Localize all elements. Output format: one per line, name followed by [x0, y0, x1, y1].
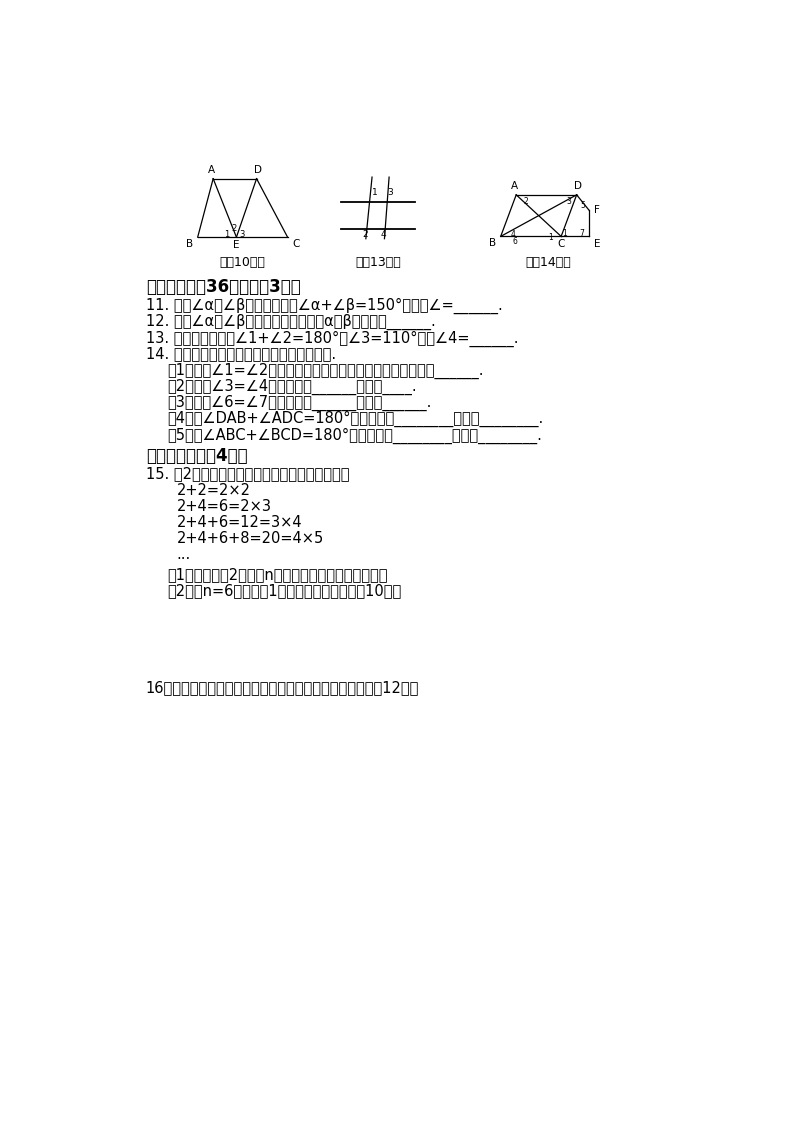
Text: （1）请推测从2开始，n个连续偶数相加，和是多少？: （1）请推测从2开始，n个连续偶数相加，和是多少？: [168, 567, 388, 582]
Text: 1: 1: [548, 234, 553, 243]
Text: 1: 1: [372, 188, 377, 197]
Text: 15. 从2开始，连续的偶数相加，和的情况如下：: 15. 从2开始，连续的偶数相加，和的情况如下：: [146, 467, 349, 482]
Text: C: C: [557, 239, 565, 249]
Text: 12. 如果∠α和∠β的两边分别平行，则α和β的关系是______.: 12. 如果∠α和∠β的两边分别平行，则α和β的关系是______.: [146, 314, 435, 330]
Text: （第14题）: （第14题）: [526, 256, 572, 270]
Text: 16．证明：两条平行线的同旁内角的角平行线互相垂直．（12分）: 16．证明：两条平行线的同旁内角的角平行线互相垂直．（12分）: [146, 679, 419, 695]
Text: 2+4=6=2×3: 2+4=6=2×3: [177, 499, 272, 514]
Text: 4: 4: [511, 230, 515, 239]
Text: 6: 6: [512, 237, 517, 246]
Text: E: E: [233, 240, 240, 250]
Text: 二、填空题（36分，每穰3分）: 二、填空题（36分，每穰3分）: [146, 279, 300, 296]
Text: A: A: [511, 181, 518, 191]
Text: （4）若∠DAB+∠ADC=180°，那么根据________，可得________.: （4）若∠DAB+∠ADC=180°，那么根据________，可得______…: [168, 411, 544, 428]
Text: （3）如果∠6=∠7，那么根据______，可得______.: （3）如果∠6=∠7，那么根据______，可得______.: [168, 395, 432, 411]
Text: D: D: [254, 165, 262, 175]
Text: D: D: [574, 181, 582, 191]
Text: 3: 3: [387, 188, 394, 197]
Text: F: F: [594, 206, 599, 216]
Text: （2）取n=6，验证（1）的结论是否正确？（10分）: （2）取n=6，验证（1）的结论是否正确？（10分）: [168, 583, 402, 597]
Text: 1: 1: [563, 229, 568, 238]
Text: 3: 3: [566, 198, 572, 207]
Text: A: A: [208, 165, 215, 175]
Text: B: B: [186, 239, 193, 248]
Text: （1）如果∠1=∠2，那么根据内错角相等，两直线平行，可得______.: （1）如果∠1=∠2，那么根据内错角相等，两直线平行，可得______.: [168, 363, 484, 378]
Text: 1: 1: [224, 229, 229, 238]
Text: ...: ...: [177, 548, 191, 563]
Text: 2: 2: [232, 225, 237, 234]
Text: 5: 5: [580, 201, 585, 210]
Text: 7: 7: [579, 229, 584, 238]
Text: 2+4+6+8=20=4×5: 2+4+6+8=20=4×5: [177, 531, 324, 546]
Text: 3: 3: [239, 229, 245, 238]
Text: 2+4+6=12=3×4: 2+4+6=12=3×4: [177, 515, 303, 530]
Text: 13. 如图所示，已知∠1+∠2=180°，∠3=110°，则∠4=______.: 13. 如图所示，已知∠1+∠2=180°，∠3=110°，则∠4=______…: [146, 330, 518, 347]
Text: （第13题）: （第13题）: [356, 256, 401, 270]
Text: 4: 4: [380, 229, 386, 238]
Text: B: B: [489, 238, 496, 248]
Text: 三、解答题（共4分）: 三、解答题（共4分）: [146, 447, 248, 465]
Text: C: C: [292, 239, 299, 248]
Text: 14. 如图所示，根据题意可识别哪两直线平行.: 14. 如图所示，根据题意可识别哪两直线平行.: [146, 347, 336, 362]
Text: 2: 2: [362, 229, 368, 238]
Text: E: E: [594, 239, 600, 249]
Text: 2: 2: [523, 198, 528, 207]
Text: （第10题）: （第10题）: [220, 256, 265, 270]
Text: 2+2=2×2: 2+2=2×2: [177, 483, 251, 497]
Text: （5）若∠ABC+∠BCD=180°，那么根据________，可得________.: （5）若∠ABC+∠BCD=180°，那么根据________，可得______…: [168, 428, 542, 444]
Text: （2）如果∠3=∠4，那么根据______，可得____.: （2）如果∠3=∠4，那么根据______，可得____.: [168, 378, 417, 395]
Text: 11. 已知∠α与∠β是对顶角，且∠α+∠β=150°，那么∠=______.: 11. 已知∠α与∠β是对顶角，且∠α+∠β=150°，那么∠=______.: [146, 298, 503, 314]
